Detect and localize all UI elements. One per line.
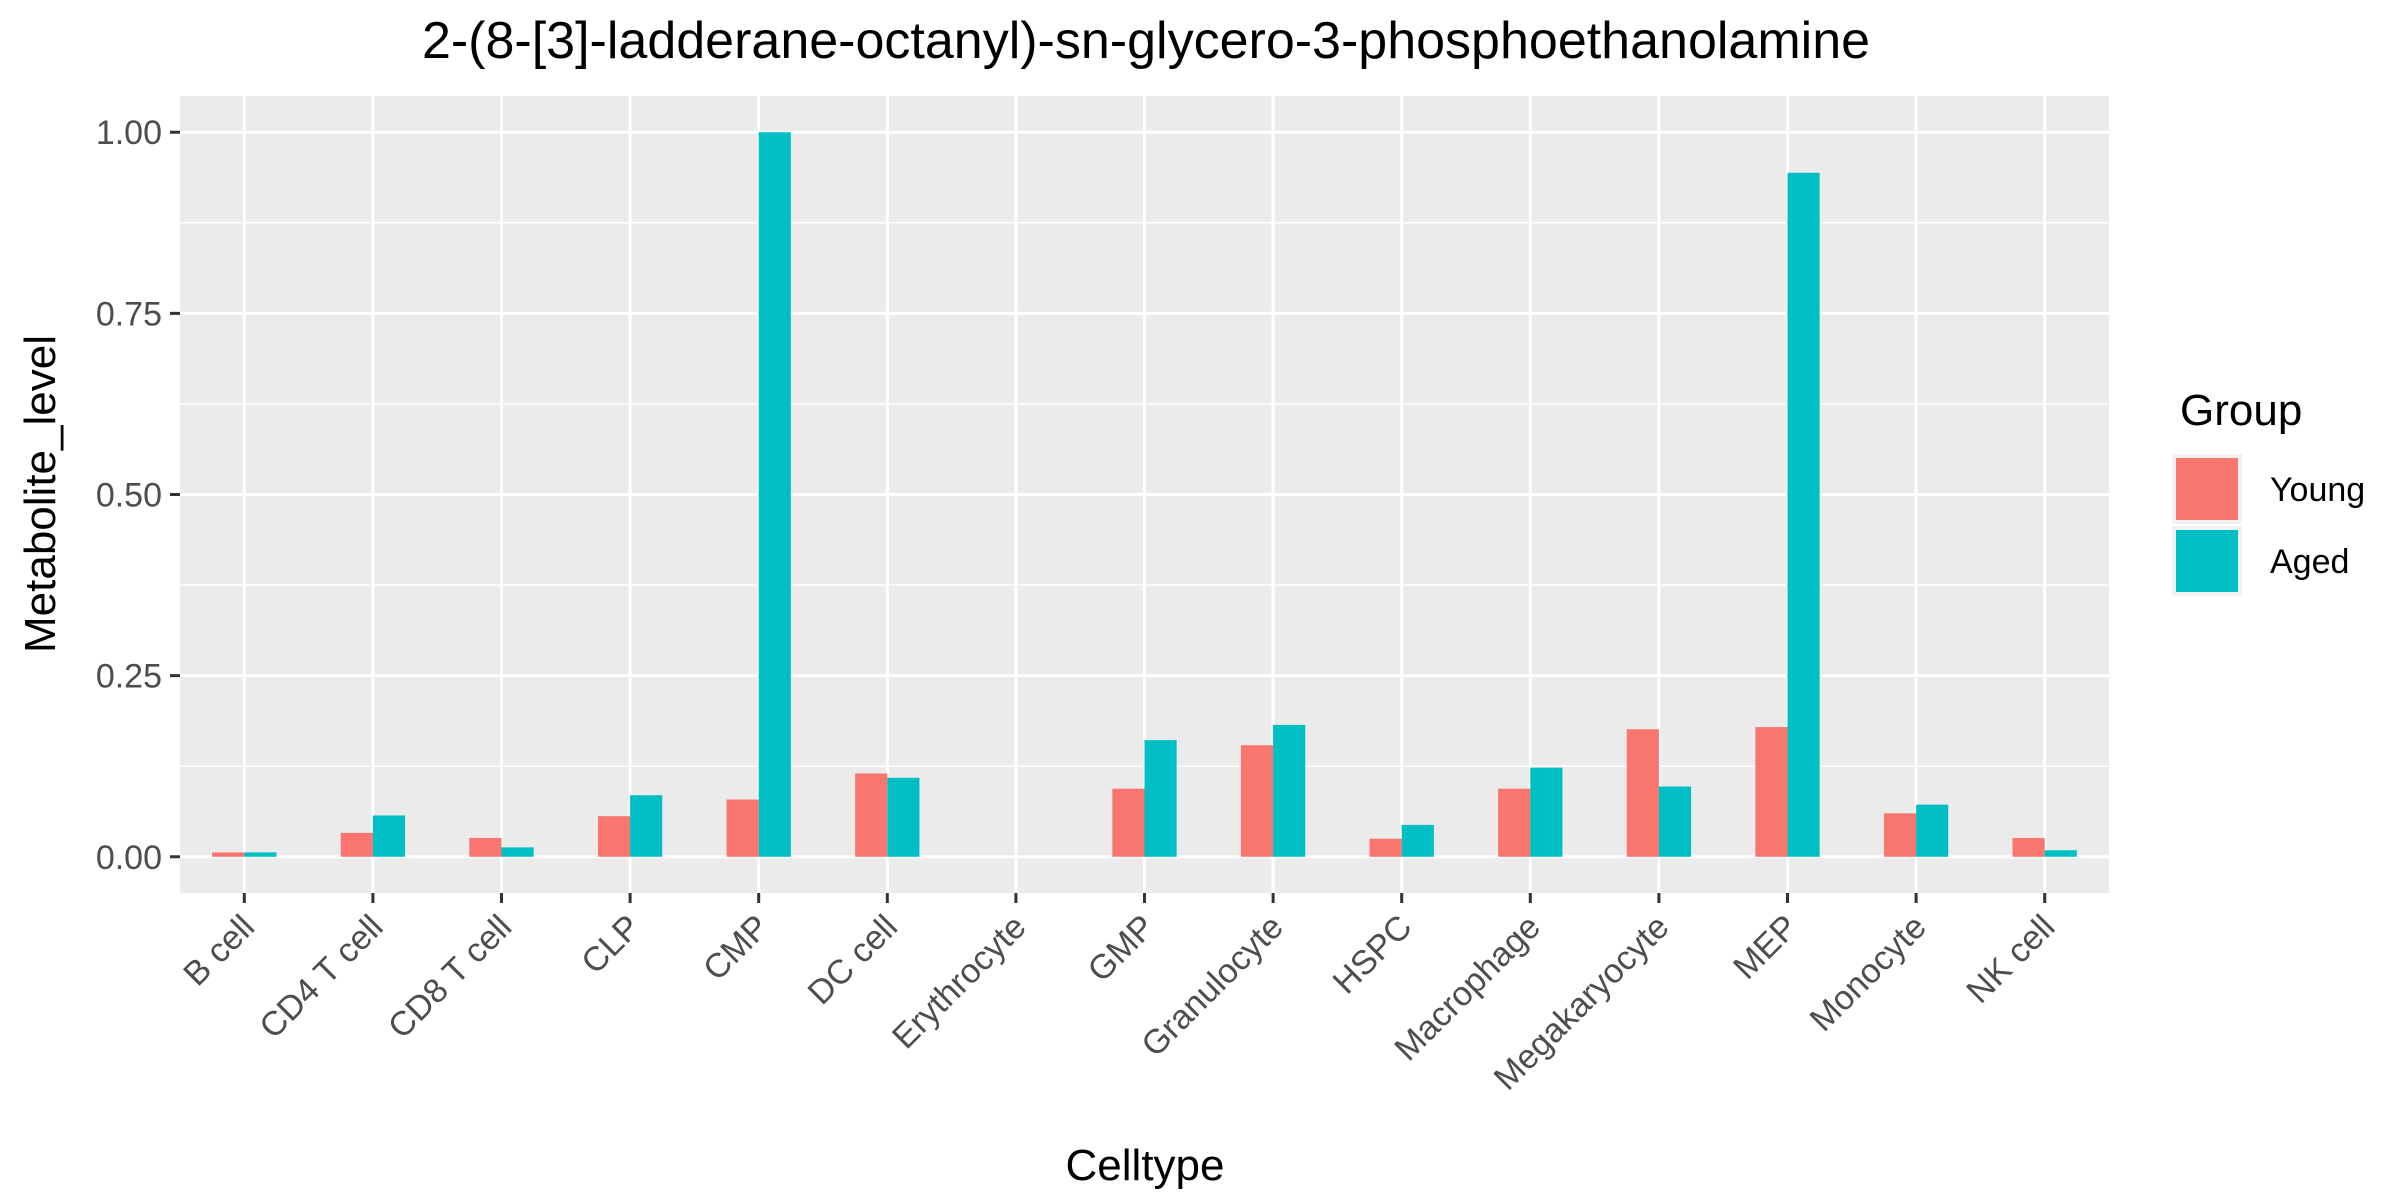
bar-young-hspc (1369, 838, 1402, 857)
bar-young-nk-cell (2012, 837, 2045, 857)
bar-young-cd4-t-cell (340, 832, 373, 857)
bar-young-granulocyte (1240, 745, 1274, 857)
bar-aged-gmp (1144, 740, 1177, 857)
bar-aged-mep (1787, 172, 1820, 857)
legend-title: Group (2180, 386, 2302, 435)
x-tick-label: Monocyte (1803, 908, 1934, 1039)
y-axis: 0.00 0.25 0.50 0.75 1.00 (96, 114, 180, 877)
y-tick-label: 0.25 (96, 658, 162, 696)
chart-title: 2-(8-[3]-ladderane-octanyl)-sn-glycero-3… (422, 12, 1870, 70)
x-tick-label: CD4 T cell (252, 908, 390, 1046)
x-tick-label: DC cell (801, 908, 905, 1012)
bar-aged-monocyte (1916, 804, 1949, 857)
bar-young-dc-cell (855, 773, 888, 857)
bar-young-cd8-t-cell (469, 837, 502, 857)
x-tick-label: CMP (696, 908, 776, 988)
bars (212, 132, 2077, 857)
bar-aged-granulocyte (1273, 724, 1306, 857)
legend-swatch-aged (2176, 530, 2238, 592)
bar-young-gmp (1112, 788, 1145, 857)
x-tick-label: CLP (574, 908, 648, 982)
y-tick-label: 0.75 (96, 295, 162, 333)
bar-young-macrophage (1498, 788, 1531, 857)
legend-label-aged: Aged (2270, 543, 2349, 581)
bar-young-b-cell (212, 852, 245, 857)
x-tick-label: CD8 T cell (381, 908, 519, 1046)
legend-label-young: Young (2270, 471, 2365, 509)
bar-aged-macrophage (1530, 767, 1563, 857)
bar-aged-megakaryocyte (1658, 786, 1692, 857)
x-tick-label: B cell (176, 908, 262, 994)
bar-young-clp (597, 816, 631, 857)
bar-aged-cd4-t-cell (372, 815, 406, 857)
y-tick-label: 1.00 (96, 114, 162, 152)
bar-young-monocyte (1883, 813, 1917, 857)
bar-aged-clp (630, 795, 663, 857)
bar-aged-nk-cell (2044, 850, 2077, 857)
x-axis-title: Celltype (1066, 1141, 1225, 1190)
x-tick-label: HSPC (1326, 908, 1420, 1002)
bar-aged-b-cell (244, 852, 277, 857)
bar-aged-dc-cell (887, 777, 920, 857)
legend-swatch-young (2176, 458, 2238, 520)
bar-young-cmp (726, 799, 759, 857)
bar-aged-cmp (758, 132, 791, 857)
bar-aged-cd8-t-cell (501, 847, 534, 857)
y-tick-label: 0.00 (96, 839, 162, 877)
bar-young-megakaryocyte (1626, 729, 1659, 857)
bar-aged-hspc (1401, 824, 1434, 857)
y-tick-label: 0.50 (96, 477, 162, 515)
x-tick-label: NK cell (1959, 908, 2062, 1011)
x-tick-label: GMP (1081, 908, 1163, 990)
x-tick-label: Erythrocyte (885, 908, 1033, 1056)
legend: Group Young Aged (2172, 386, 2365, 596)
y-axis-title: Metabolite_level (16, 335, 65, 653)
x-tick-label: MEP (1726, 908, 1805, 987)
bar-young-mep (1755, 727, 1788, 857)
